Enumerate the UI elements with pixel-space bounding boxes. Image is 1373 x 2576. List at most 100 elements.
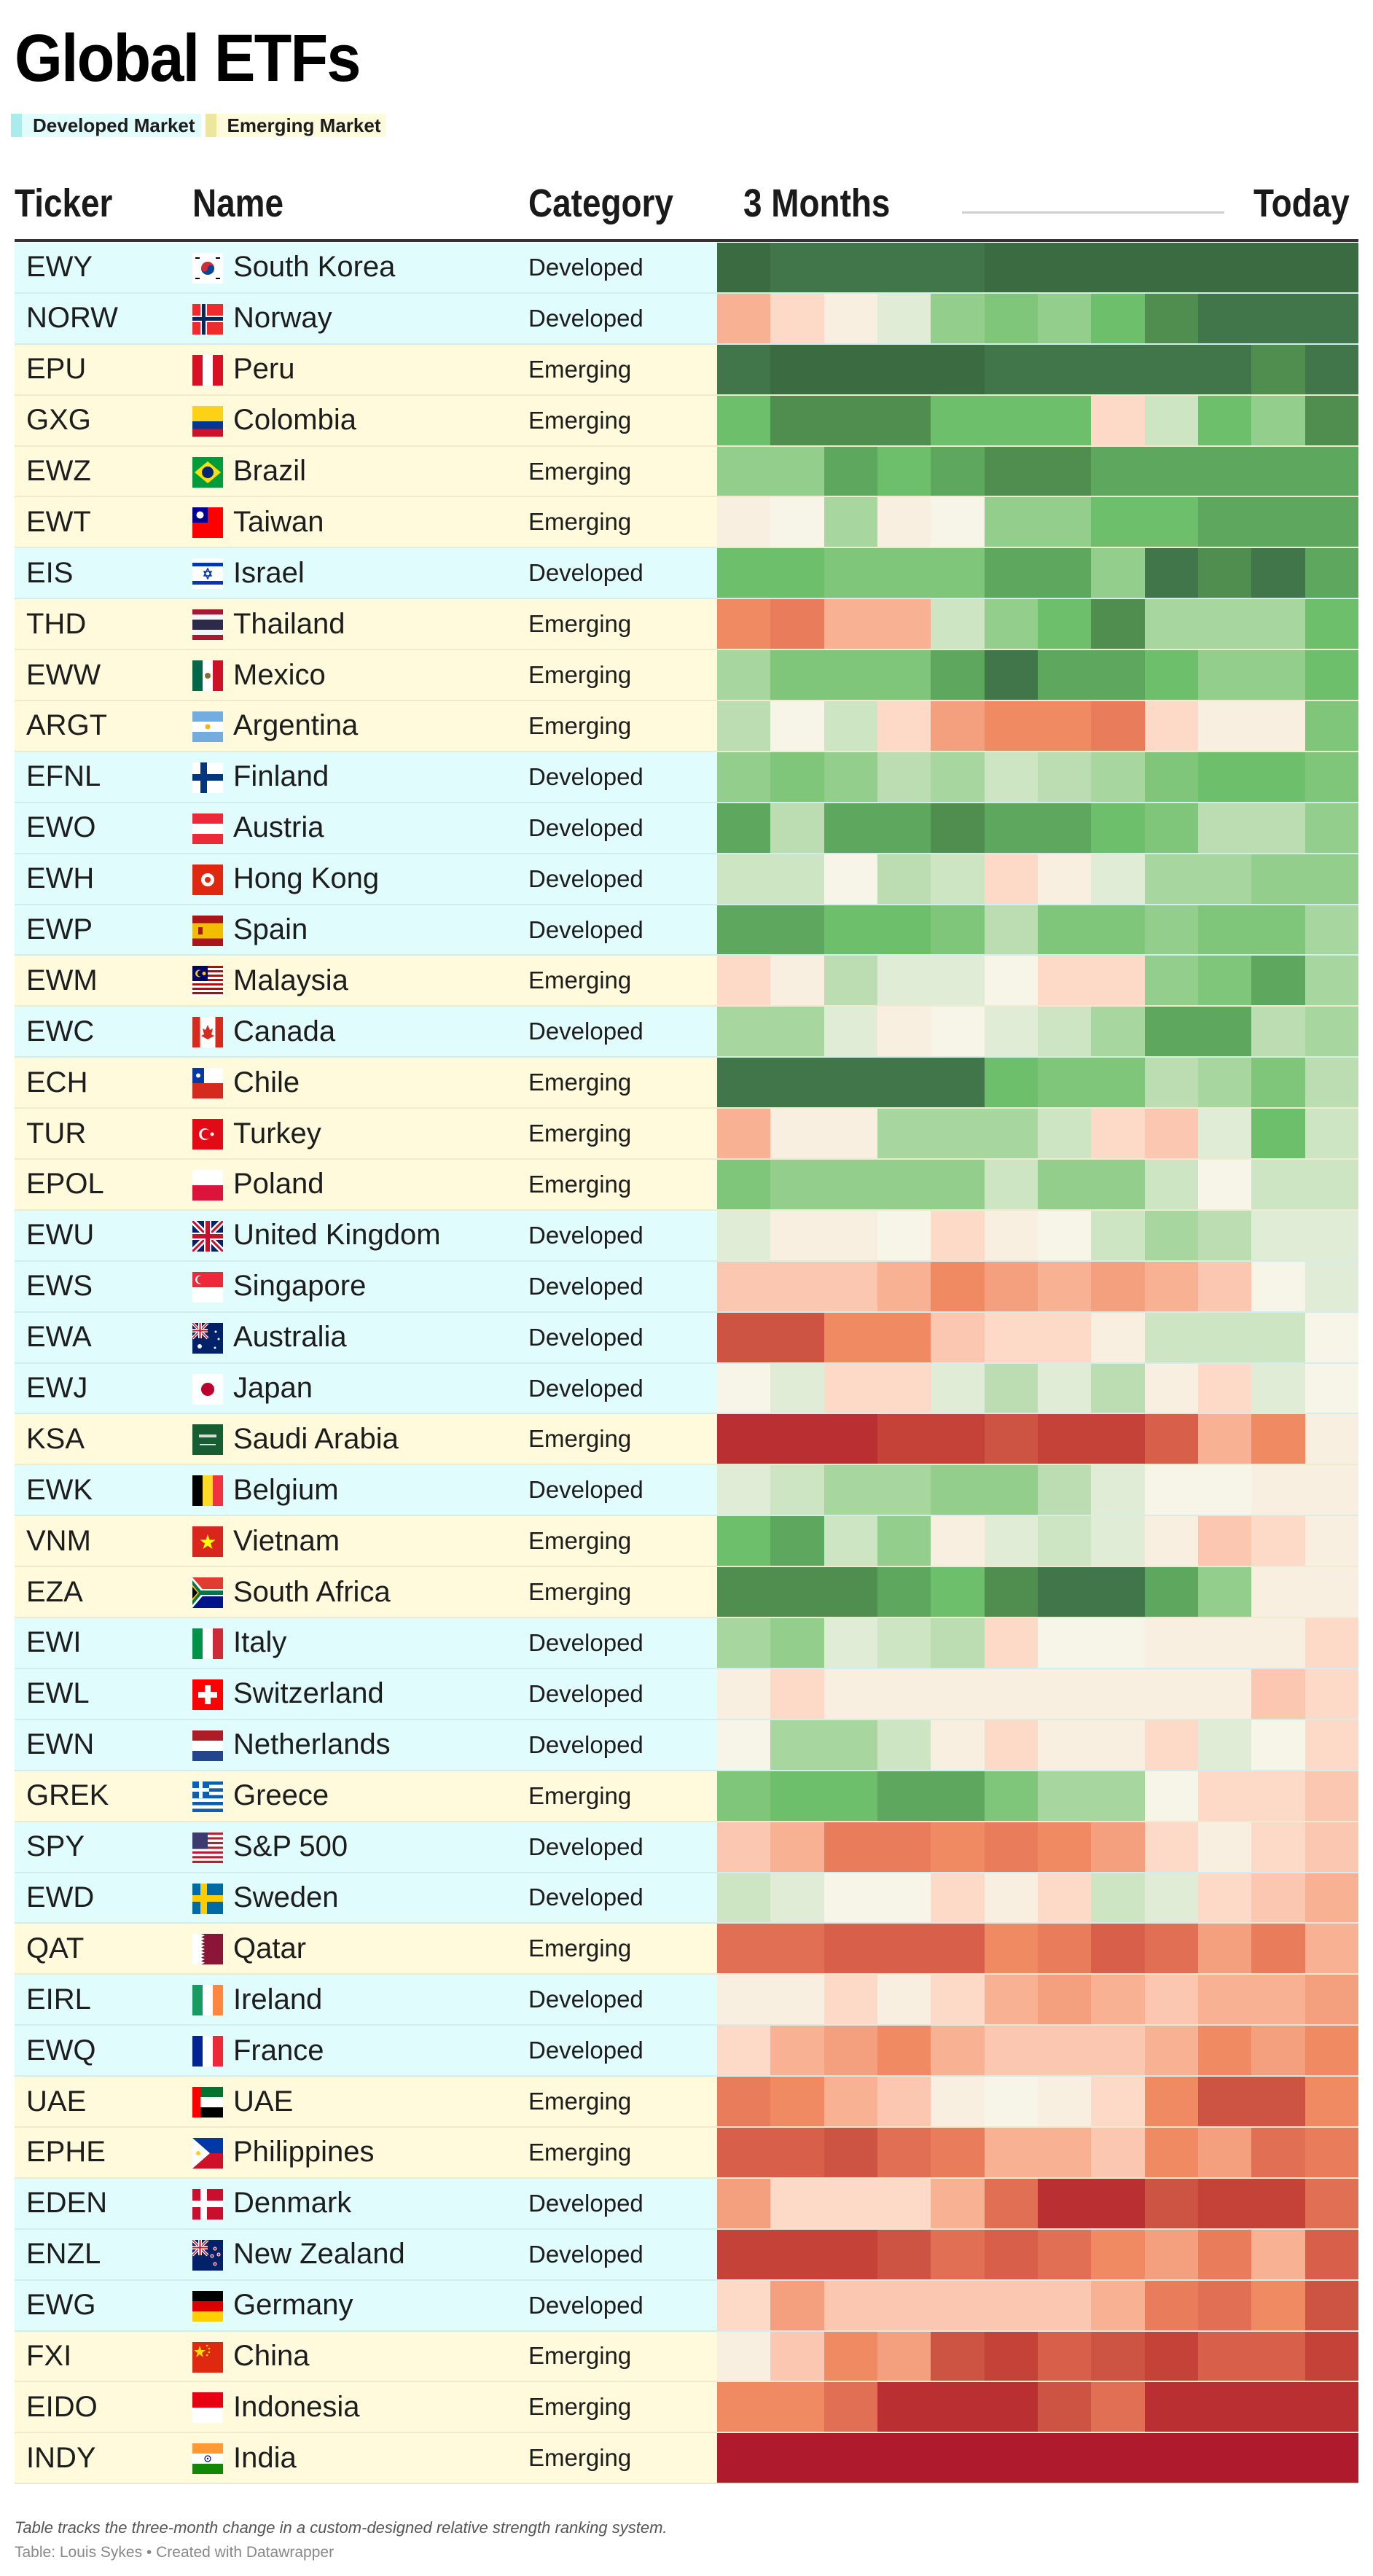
heatmap-cell xyxy=(1091,1312,1145,1362)
table-row: EWD Sweden Developed xyxy=(15,1873,1358,1924)
heatmap-cell xyxy=(1197,2229,1252,2279)
table-row: EFNL Finland Developed xyxy=(15,752,1358,803)
heatmap-cell xyxy=(717,2026,771,2076)
heatmap-strip xyxy=(717,395,1358,445)
flag-cl-icon xyxy=(192,1068,223,1099)
category-cell: Emerging xyxy=(528,2088,632,2115)
heatmap-cell xyxy=(717,1720,771,1770)
heatmap-cell xyxy=(1251,395,1305,445)
heatmap-cell xyxy=(1304,1720,1358,1770)
ticker-cell: EPU xyxy=(26,353,87,386)
heatmap-cell xyxy=(1251,2178,1305,2228)
heatmap-cell xyxy=(717,2229,771,2279)
heatmap-cell xyxy=(1091,956,1145,1006)
heatmap-cell xyxy=(1091,752,1145,802)
heatmap-cell xyxy=(824,1873,877,1923)
heatmap-cell xyxy=(1304,1007,1358,1057)
legend-label-emerging: Emerging Market xyxy=(227,114,381,136)
heatmap-cell xyxy=(717,2331,771,2381)
category-cell: Developed xyxy=(528,559,644,587)
name-cell: Sweden xyxy=(233,1881,339,1913)
heatmap-cell xyxy=(1091,344,1145,394)
heatmap-cell xyxy=(1197,1873,1252,1923)
heatmap-cell xyxy=(984,497,1038,547)
ticker-cell: NORW xyxy=(26,302,118,335)
heatmap-cell xyxy=(717,395,771,445)
heatmap-cell xyxy=(984,1007,1038,1057)
heatmap-cell xyxy=(717,803,771,853)
header-today: Today xyxy=(1253,182,1350,225)
heatmap-cell xyxy=(877,1618,931,1668)
heatmap-strip xyxy=(717,243,1358,292)
heatmap-cell xyxy=(877,2433,931,2483)
heatmap-cell xyxy=(1037,650,1092,700)
heatmap-cell xyxy=(1251,1720,1305,1770)
heatmap-cell xyxy=(1251,2331,1305,2381)
header-category[interactable]: Category xyxy=(528,182,673,225)
heatmap-cell xyxy=(717,344,771,394)
heatmap-cell xyxy=(877,243,931,292)
heatmap-cell xyxy=(770,2077,824,2126)
heatmap-cell xyxy=(931,2331,985,2381)
table-row: EWA Australia Developed xyxy=(15,1312,1358,1364)
heatmap-cell xyxy=(931,1312,985,1362)
heatmap-cell xyxy=(931,344,985,394)
heatmap-cell xyxy=(931,2026,985,2076)
heatmap-cell xyxy=(717,1312,771,1362)
table-row: ARGT Argentina Emerging xyxy=(15,701,1358,752)
ticker-cell: GXG xyxy=(26,404,91,437)
heatmap-strip xyxy=(717,650,1358,700)
heatmap-cell xyxy=(1091,2331,1145,2381)
name-cell: Switzerland xyxy=(233,1677,384,1710)
table-row: TUR Turkey Emerging xyxy=(15,1109,1358,1160)
heatmap-cell xyxy=(1091,803,1145,853)
table-row: EWY South Korea Developed xyxy=(15,243,1358,294)
name-cell: Turkey xyxy=(233,1117,321,1150)
heatmap-cell xyxy=(877,548,931,598)
heatmap-cell xyxy=(824,1312,877,1362)
heatmap-cell xyxy=(931,1771,985,1821)
heatmap-cell xyxy=(1304,803,1358,853)
heatmap-cell xyxy=(877,2178,931,2228)
header-ticker[interactable]: Ticker xyxy=(15,182,113,225)
heatmap-cell xyxy=(1251,2382,1305,2432)
table-row: KSA Saudi Arabia Emerging xyxy=(15,1414,1358,1466)
name-cell: Qatar xyxy=(233,1932,307,1964)
heatmap-cell xyxy=(1304,1771,1358,1821)
heatmap-cell xyxy=(1037,344,1092,394)
category-cell: Developed xyxy=(528,864,644,892)
category-cell: Emerging xyxy=(528,1425,632,1453)
heatmap-cell xyxy=(931,1618,985,1668)
heatmap-cell xyxy=(877,1261,931,1311)
heatmap-cell xyxy=(1251,1007,1305,1057)
ticker-cell: ENZL xyxy=(26,2238,101,2271)
heatmap-cell xyxy=(877,1720,931,1770)
heatmap-cell xyxy=(1197,1210,1252,1260)
heatmap-cell xyxy=(717,854,771,904)
name-cell: Vietnam xyxy=(233,1524,340,1557)
heatmap-cell xyxy=(1197,701,1252,751)
name-cell: United Kingdom xyxy=(233,1219,441,1252)
heatmap-cell xyxy=(1144,243,1198,292)
heatmap-cell xyxy=(1037,1109,1092,1159)
heatmap-cell xyxy=(824,1465,877,1515)
name-cell: Colombia xyxy=(233,404,356,437)
flag-hk-icon xyxy=(192,864,223,895)
heatmap-strip xyxy=(717,1771,1358,1821)
heatmap-cell xyxy=(984,1465,1038,1515)
category-cell: Emerging xyxy=(528,406,632,434)
heatmap-cell xyxy=(1197,1618,1252,1668)
heatmap-cell xyxy=(877,1516,931,1566)
heatmap-cell xyxy=(1091,1720,1145,1770)
heatmap-cell xyxy=(984,2280,1038,2330)
ticker-cell: EWY xyxy=(26,251,93,284)
heatmap-cell xyxy=(824,2382,877,2432)
flag-ae-icon xyxy=(192,2087,223,2118)
name-cell: Australia xyxy=(233,1321,347,1354)
heatmap-cell xyxy=(931,2280,985,2330)
ticker-cell: EWO xyxy=(26,811,96,844)
heatmap-cell xyxy=(984,650,1038,700)
header-name[interactable]: Name xyxy=(192,182,284,225)
heatmap-cell xyxy=(931,1261,985,1311)
heatmap-cell xyxy=(1144,1160,1198,1209)
